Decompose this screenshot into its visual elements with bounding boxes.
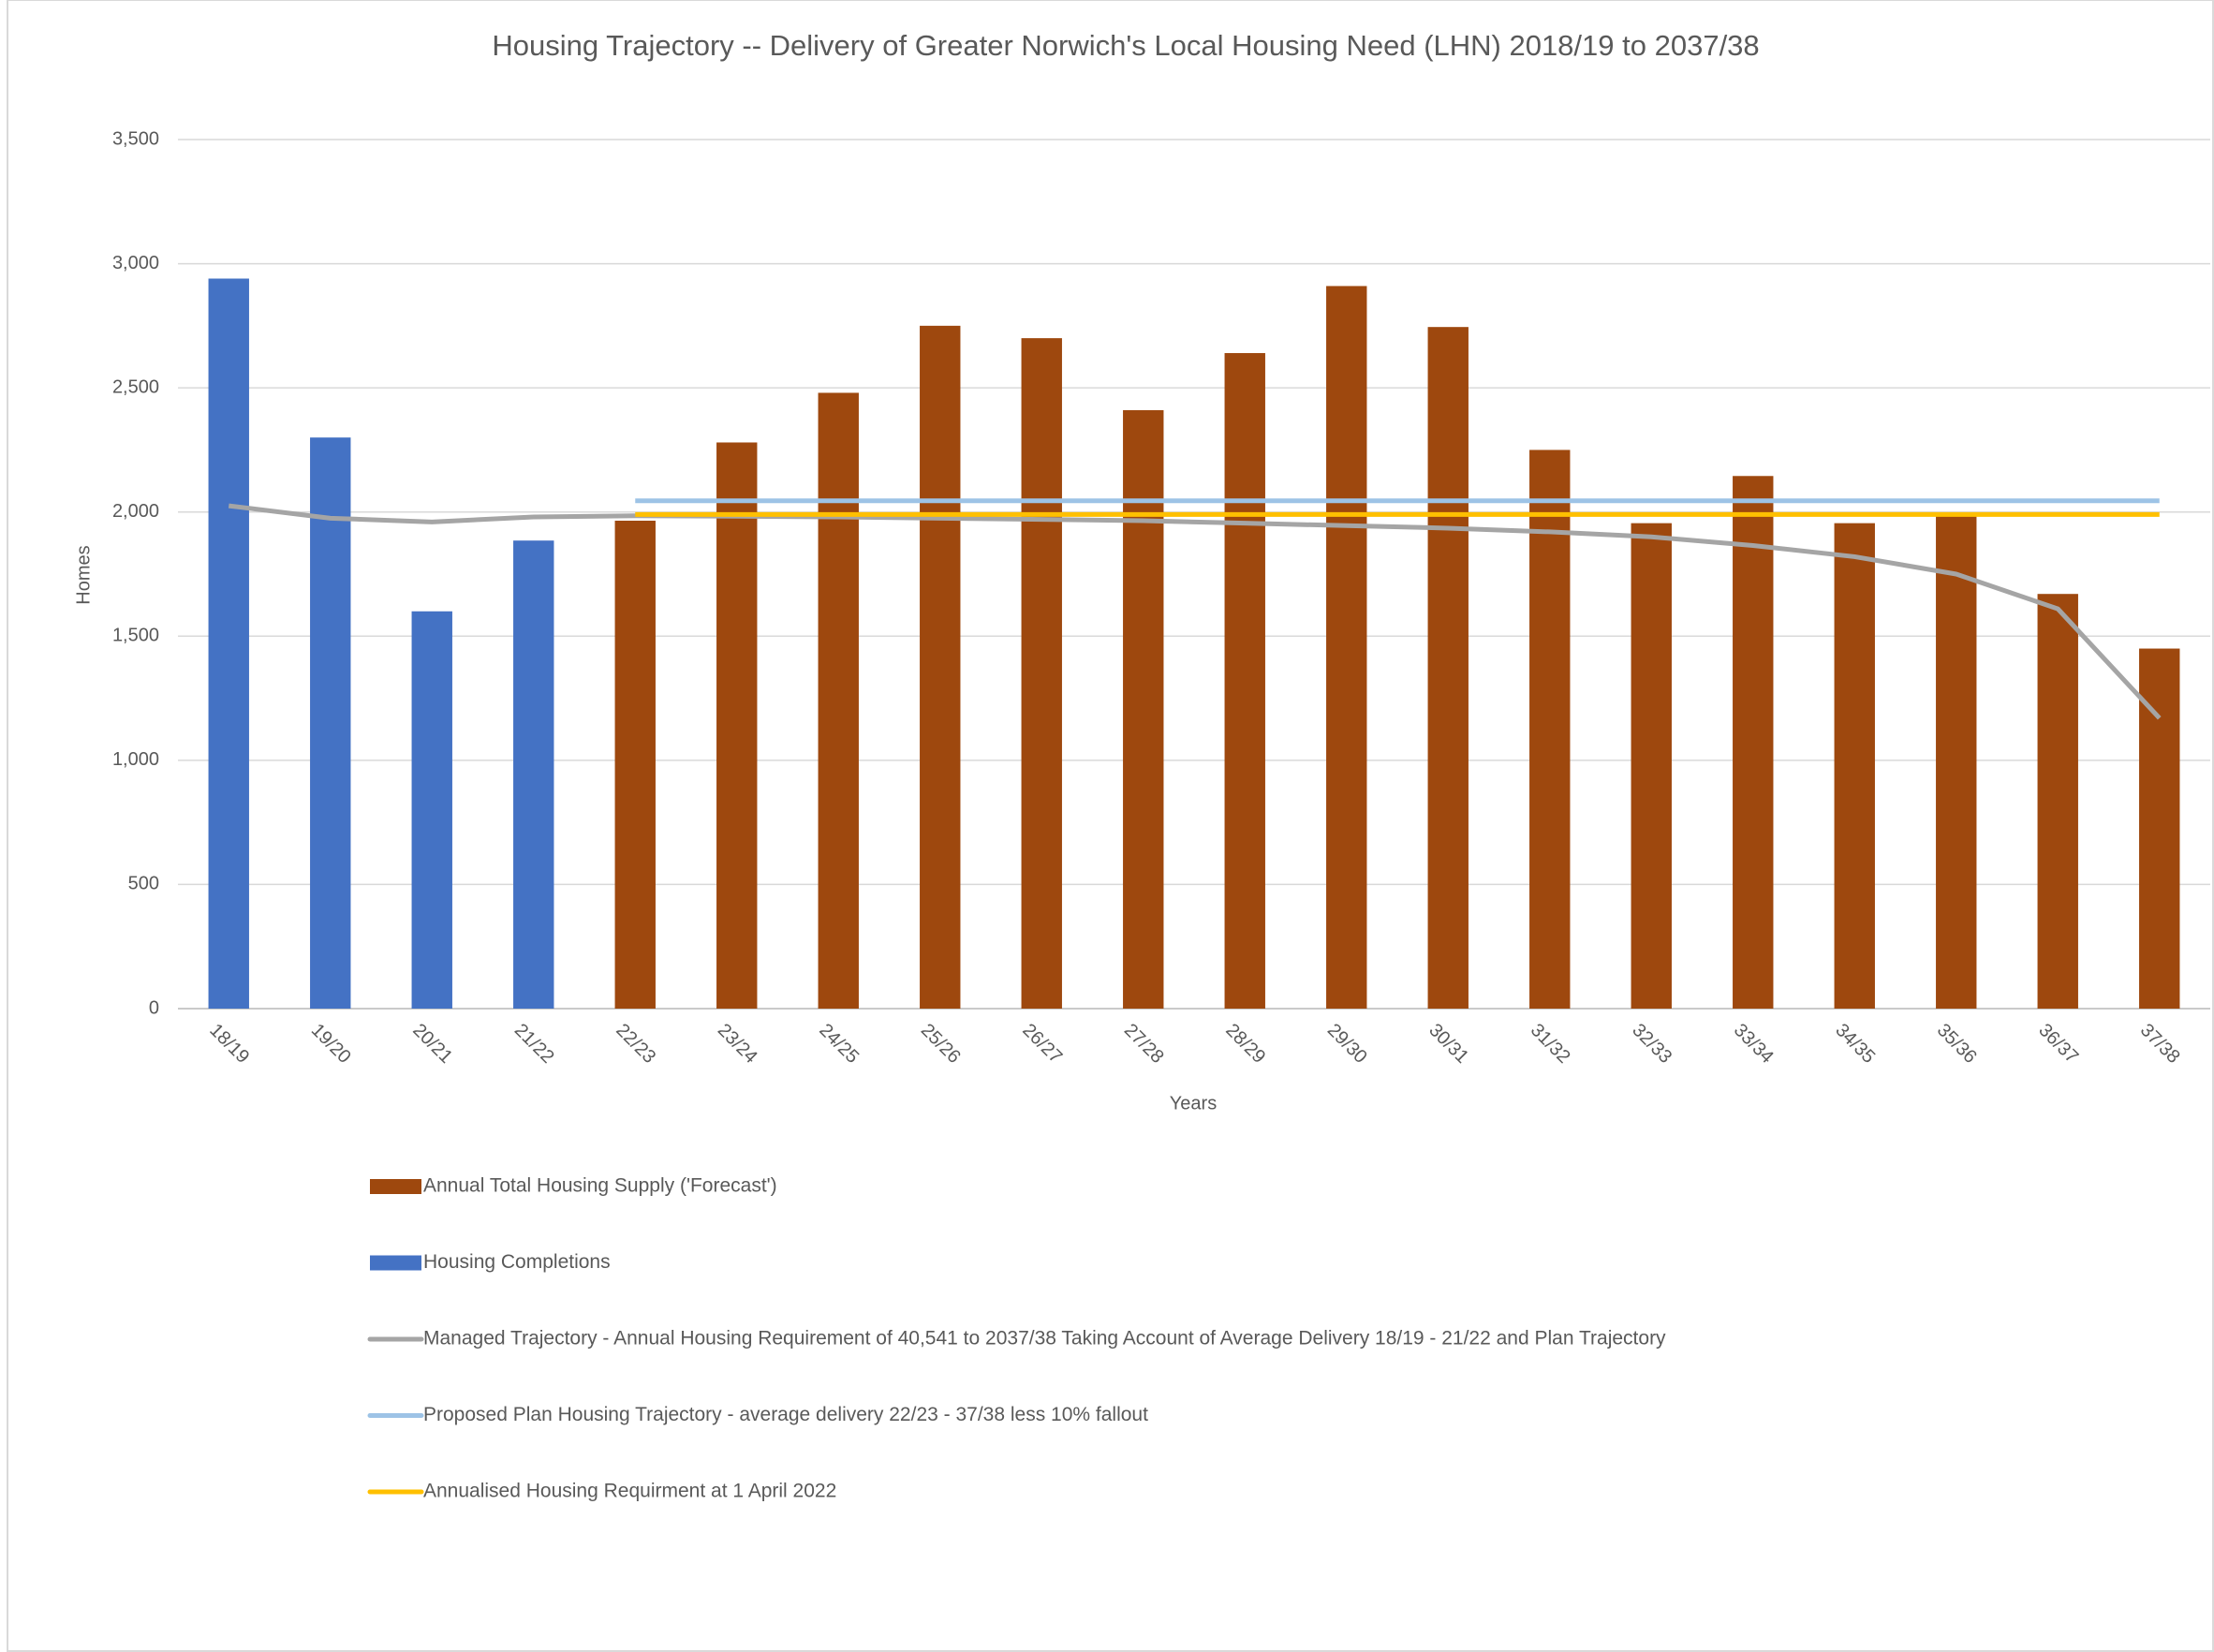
y-axis-label: Homes: [73, 545, 94, 604]
bar: [614, 520, 656, 1009]
bar: [208, 278, 249, 1010]
y-tick-label: 3,500: [112, 128, 159, 149]
x-axis-label: Years: [1170, 1093, 1217, 1114]
bar: [1834, 523, 1875, 1009]
bar: [1123, 410, 1164, 1009]
y-tick-label: 500: [128, 874, 159, 894]
bar: [1224, 353, 1265, 1010]
bar: [1936, 515, 1977, 1009]
bar: [411, 611, 452, 1009]
legend-label: Annual Total Housing Supply ('Forecast'): [423, 1175, 777, 1197]
line: [228, 503, 2162, 720]
bar: [1021, 338, 1062, 1010]
bar: [310, 437, 351, 1010]
legend-label: Annualised Housing Requirment at 1 April…: [423, 1481, 836, 1502]
bar: [2139, 648, 2180, 1009]
bar: [716, 442, 758, 1010]
bar: [2037, 594, 2078, 1009]
chart-title: Housing Trajectory -- Delivery of Greate…: [492, 29, 1759, 62]
bar: [818, 392, 859, 1010]
bar: [1733, 476, 1774, 1010]
legend-label: Housing Completions: [423, 1251, 611, 1273]
y-tick-label: 0: [149, 997, 159, 1018]
bar: [1427, 327, 1469, 1009]
bar: [1529, 450, 1571, 1009]
y-tick-label: 2,000: [112, 501, 159, 522]
y-tick-label: 1,000: [112, 749, 159, 770]
legend-swatch: [370, 1255, 421, 1271]
bar: [920, 325, 961, 1009]
y-tick-label: 1,500: [112, 626, 159, 646]
legend-swatch: [370, 1179, 421, 1194]
y-tick-label: 2,500: [112, 376, 159, 397]
legend-label: Managed Trajectory - Annual Housing Requ…: [423, 1328, 1666, 1350]
bar: [513, 540, 554, 1009]
bar: [1631, 523, 1672, 1009]
legend-label: Proposed Plan Housing Trajectory - avera…: [423, 1404, 1148, 1425]
y-tick-label: 3,000: [112, 253, 159, 273]
bar: [1326, 286, 1367, 1009]
